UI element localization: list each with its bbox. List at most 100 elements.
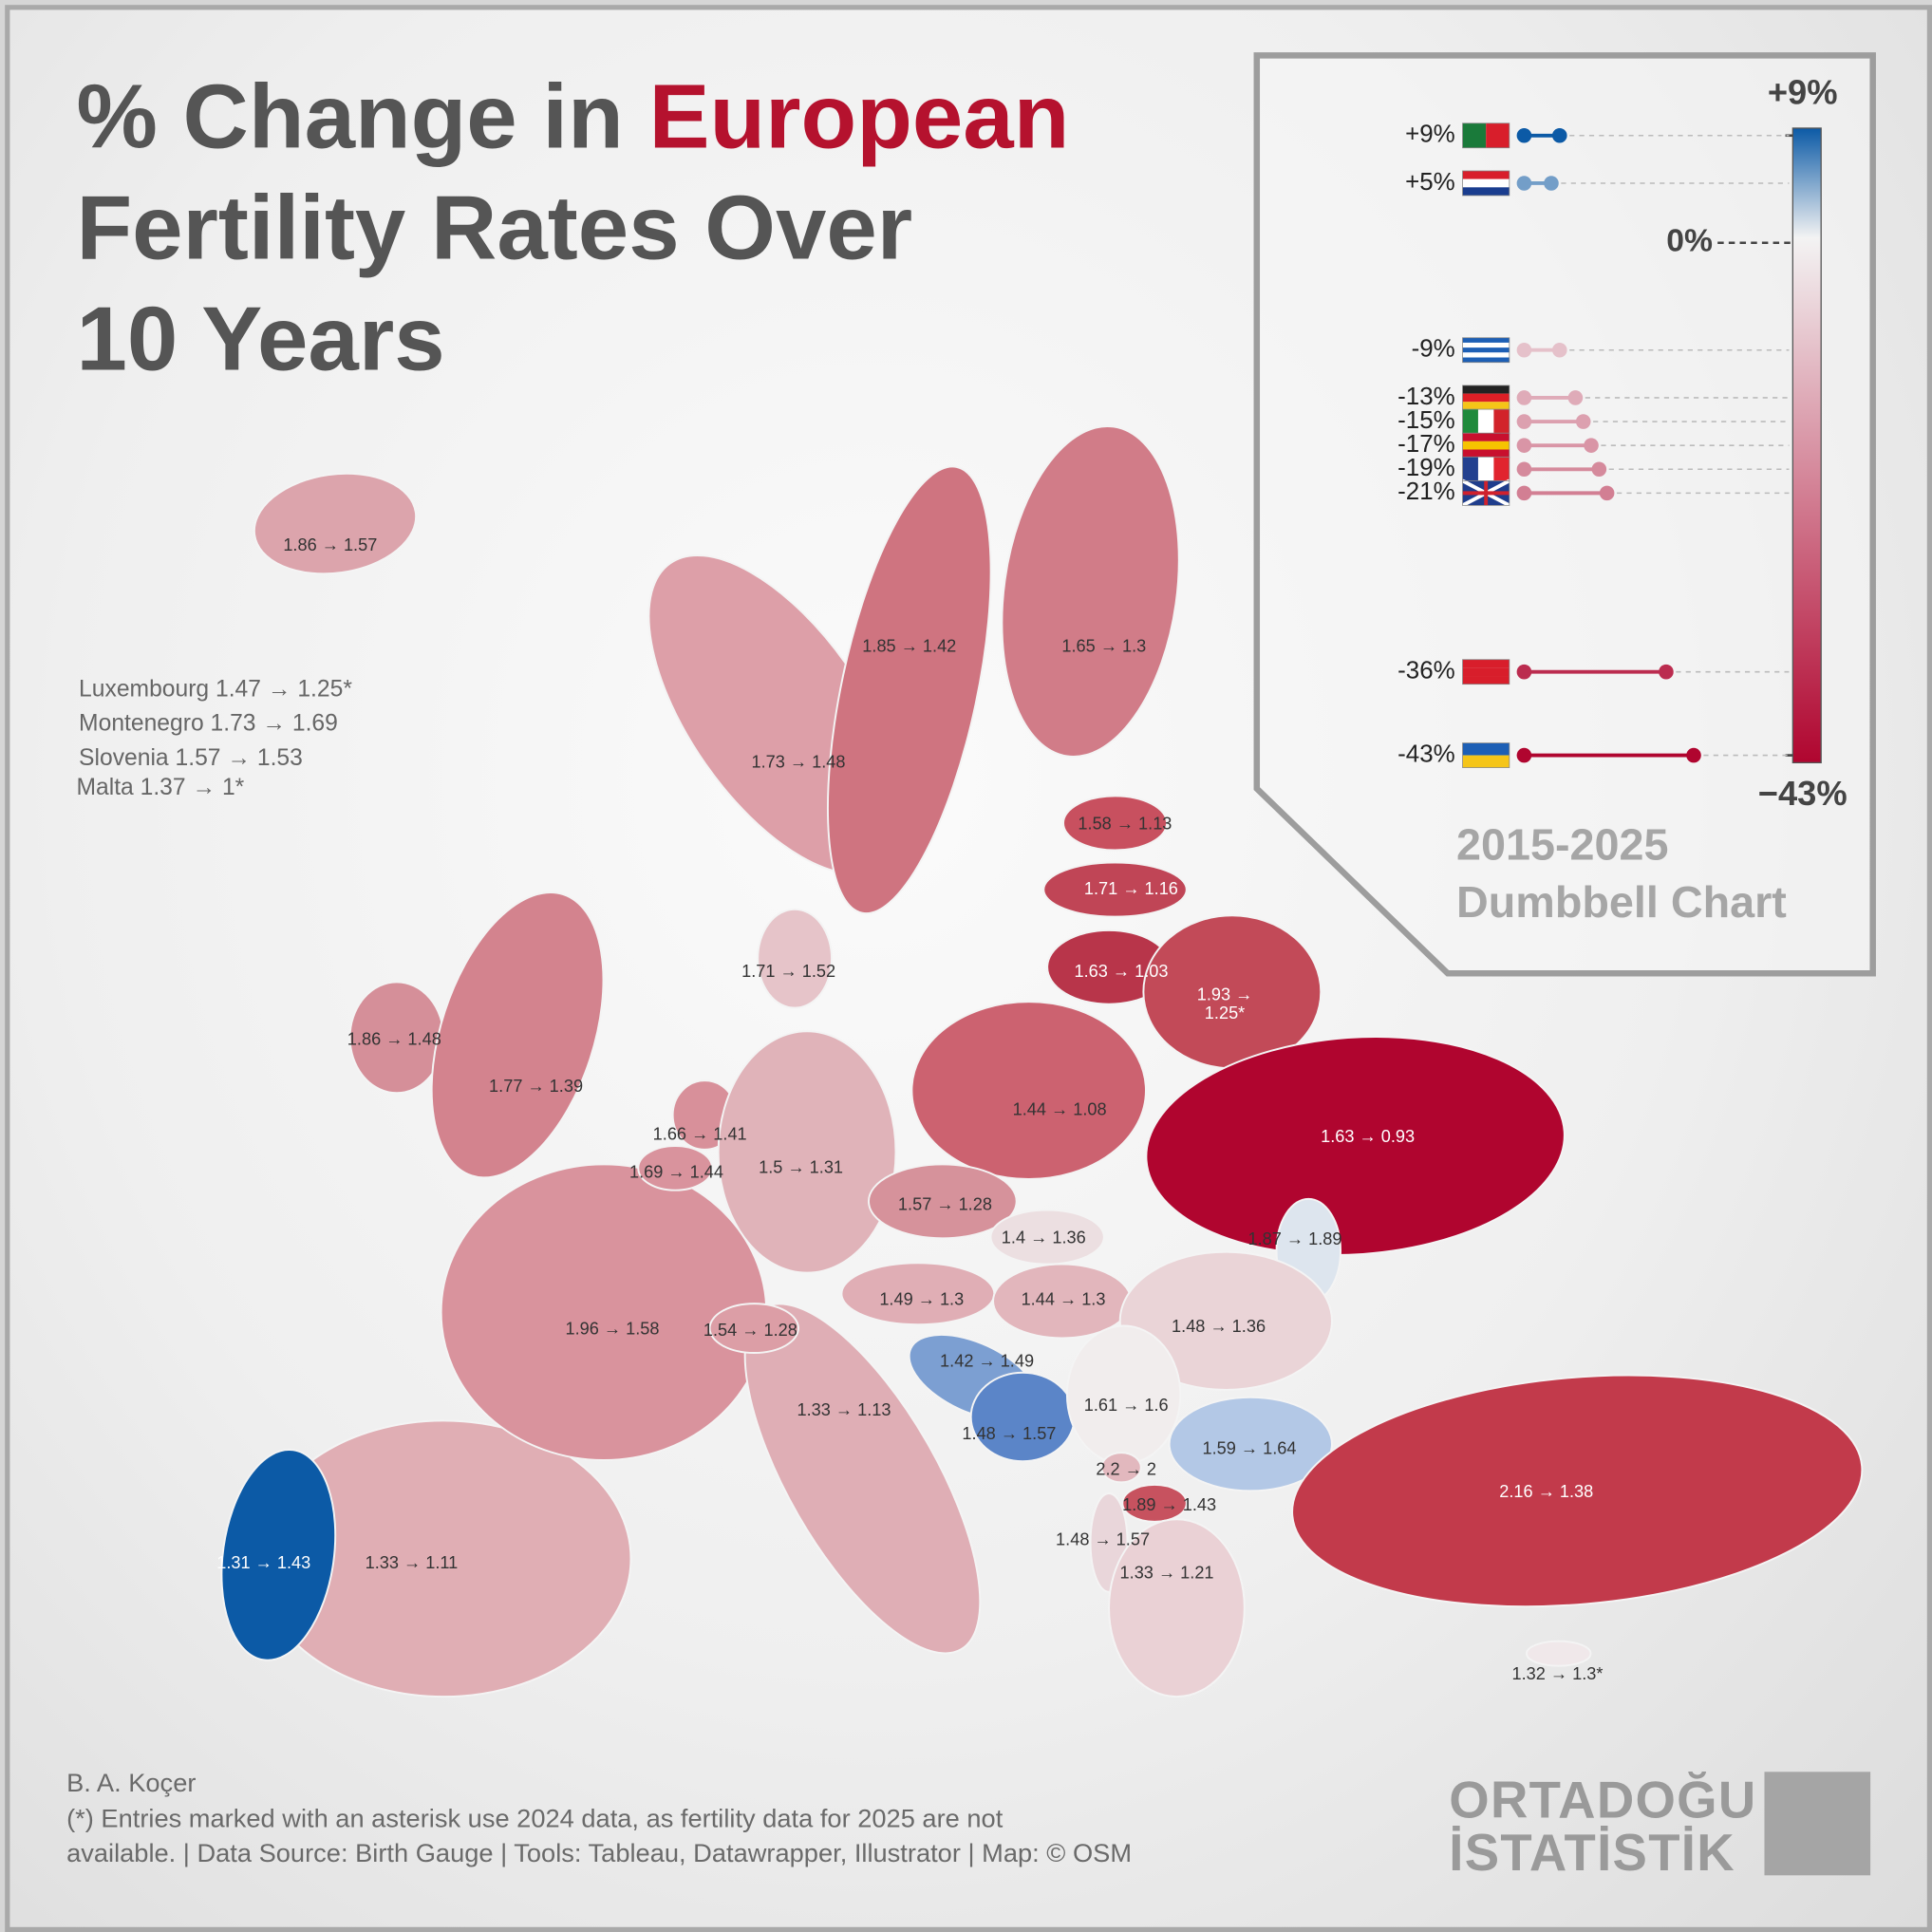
flag-icon: [1462, 659, 1510, 685]
logo-mark: [1764, 1772, 1871, 1876]
value-label: -21%: [1397, 478, 1455, 505]
country-shape: [757, 908, 834, 1009]
flag-stripe: [1486, 122, 1510, 148]
flag-border: [1462, 122, 1510, 149]
flag-icon: [1462, 122, 1510, 149]
value-label: -13%: [1397, 384, 1455, 410]
country-label: 1.69 → 1.44: [629, 1161, 724, 1182]
dumbbell-dot: [1584, 438, 1599, 453]
country-label: 1.49 → 1.3: [879, 1288, 965, 1309]
country-shape: [969, 1371, 1076, 1463]
dumbbell-dot: [1516, 438, 1532, 453]
country-shape: [1108, 1518, 1246, 1698]
country-label: 1.86 → 1.48: [347, 1028, 441, 1049]
title-line: Fertility Rates Over: [76, 176, 913, 279]
dumbbell-dot: [1567, 390, 1584, 405]
country-shape: [1100, 1452, 1142, 1484]
chart-panel: [1253, 52, 1876, 977]
country-shape: [430, 891, 605, 1179]
side-note: Malta 1.37 → 1*: [76, 775, 245, 801]
dumbbell-dot: [1659, 664, 1674, 680]
country-shape: [1118, 1250, 1333, 1391]
country-label: 1.86 → 1.57: [283, 535, 378, 555]
map: [220, 425, 1864, 1698]
value-label: -36%: [1397, 658, 1455, 685]
flag-stripe: [1462, 667, 1510, 677]
country-label: 1.4 → 1.36: [1001, 1227, 1086, 1247]
country-label: 1.71 → 1.52: [741, 961, 836, 982]
dumbbell-dot: [1591, 461, 1607, 478]
flag-stripe: [1462, 409, 1478, 435]
country-label: 1.61 → 1.6: [1083, 1395, 1169, 1415]
title-text: % Change in: [76, 65, 624, 168]
country-label: 1.65 → 1.3: [1061, 635, 1147, 656]
flag-stripe: [1462, 352, 1510, 358]
country-shape: [867, 1163, 1018, 1240]
country-label: 1.5 → 1.31: [759, 1156, 844, 1177]
value-label: -19%: [1397, 455, 1455, 481]
country-shape: [1121, 1483, 1188, 1523]
country-label: 2.16 → 1.38: [1499, 1480, 1594, 1501]
flag-stripe: [1462, 433, 1510, 441]
country-label: 1.58 → 1.13: [1078, 813, 1172, 834]
dumbbell-dot: [1516, 664, 1532, 680]
flag-border: [1462, 170, 1510, 197]
country-label: 1.71 → 1.16: [1083, 878, 1178, 899]
flag-stripe: [1462, 755, 1510, 768]
flag-stripe: [1462, 357, 1510, 363]
dumbbell-dot: [1516, 485, 1532, 501]
country-shape: [1526, 1640, 1592, 1667]
country-shape: [1291, 1374, 1864, 1608]
country-label: 1.89 → 1.43: [1122, 1494, 1217, 1515]
country-shape: [708, 1303, 799, 1354]
country-label: 1.57 → 1.28: [897, 1193, 992, 1214]
country-label: 1.48 → 1.57: [962, 1422, 1057, 1443]
flag-icon: [1462, 742, 1510, 768]
flag-stripe: [1477, 409, 1494, 435]
country-shape: [1042, 861, 1188, 918]
flag-stripe: [1462, 480, 1510, 506]
flag-stripe: [1462, 742, 1510, 756]
side-note: Slovenia 1.57 → 1.53: [79, 745, 303, 772]
flag-icon: [1462, 456, 1510, 482]
country-shape: [826, 465, 992, 915]
value-label: -15%: [1397, 407, 1455, 434]
flag-stripe: [1462, 385, 1510, 394]
value-label: +5%: [1405, 169, 1455, 196]
footnote: (*) Entries marked with an asterisk use …: [66, 1805, 1004, 1834]
flag-stripe: [1462, 342, 1510, 348]
y-tick-label: +9%: [1768, 73, 1838, 112]
y-tick-label: −43%: [1758, 774, 1848, 813]
country-label: 1.85 → 1.42: [862, 635, 957, 656]
country-label: 1.93 → 1.25*: [1196, 984, 1253, 1023]
country-label: 1.63 → 0.93: [1321, 1126, 1416, 1146]
country-label: 1.48 → 1.36: [1172, 1316, 1266, 1336]
color-bar: [1791, 127, 1822, 764]
country-shape: [910, 1001, 1147, 1180]
value-label: -43%: [1397, 741, 1455, 767]
flag-stripe: [1462, 178, 1510, 188]
flag-stripe: [1462, 676, 1510, 685]
country-label: 1.42 → 1.49: [940, 1350, 1035, 1371]
flag-icon: [1461, 478, 1510, 508]
title-line: 10 Years: [76, 287, 445, 390]
country-shape: [1168, 1396, 1333, 1492]
flag-border: [1462, 480, 1510, 506]
flag-stripe: [1493, 457, 1510, 482]
author: B. A. Koçer: [66, 1769, 197, 1798]
country-shape: [1062, 795, 1169, 852]
title-line: % Change in European: [76, 71, 1069, 162]
country-label: 1.77 → 1.39: [489, 1076, 584, 1096]
flag-stripe: [1462, 337, 1510, 343]
flag-stripe: [1462, 659, 1510, 668]
country-label: 1.87 → 1.89: [1247, 1228, 1342, 1248]
flag-stripe: [1462, 122, 1487, 148]
country-label: 1.33 → 1.21: [1119, 1562, 1214, 1583]
title-highlight: European: [648, 65, 1070, 168]
dumbbell-dot: [1516, 461, 1532, 478]
dumbbell-dot: [1599, 485, 1615, 501]
dumbbell-dot: [1516, 127, 1532, 143]
